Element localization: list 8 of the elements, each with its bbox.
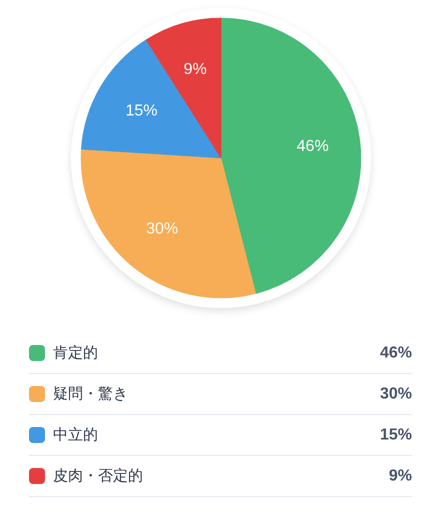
legend-value: 30% [380, 386, 412, 402]
legend-value: 46% [380, 344, 412, 362]
legend-label: 皮肉・否定的 [53, 468, 143, 484]
legend-value: 15% [380, 426, 412, 444]
legend-label: 疑問・驚き [53, 386, 128, 402]
legend-label: 中立的 [53, 426, 98, 444]
legend-label: 肯定的 [53, 344, 98, 362]
legend-value: 9% [388, 468, 412, 484]
